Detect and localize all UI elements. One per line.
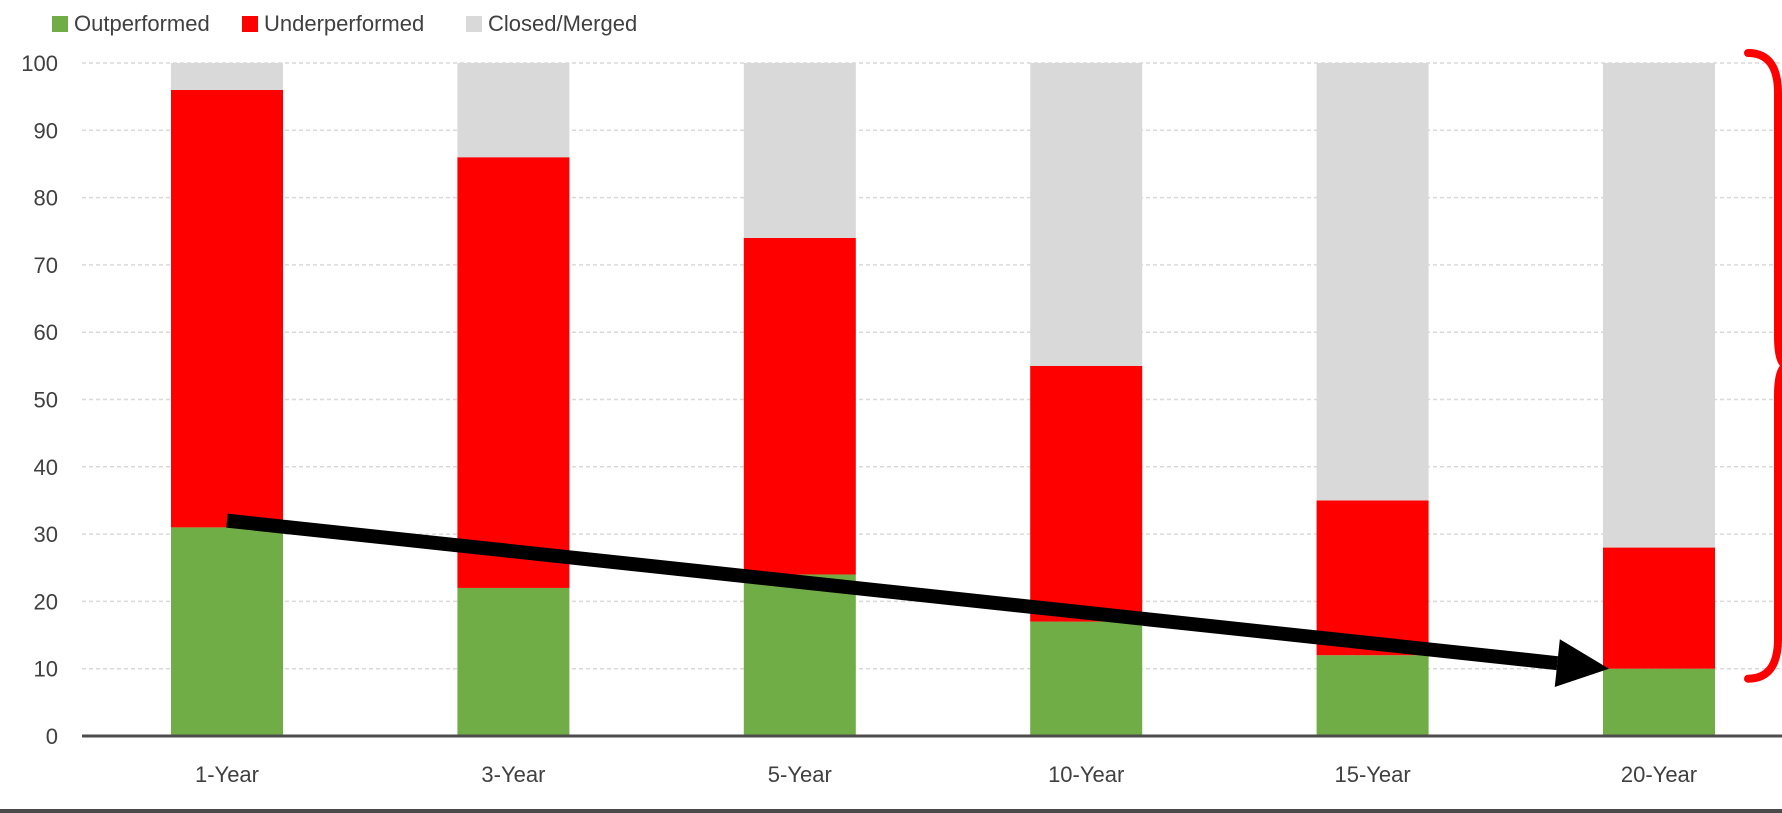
bar-0-4 <box>1316 655 1429 736</box>
y-tick-label-8: 80 <box>34 186 58 211</box>
bar-1-3 <box>1030 365 1143 622</box>
y-tick-label-2: 20 <box>34 589 58 614</box>
bar-2-4 <box>1316 63 1429 501</box>
bar-2-3 <box>1030 63 1143 366</box>
bar-0-2 <box>743 574 856 736</box>
annotations <box>226 49 1782 688</box>
bar-2-0 <box>171 63 283 90</box>
bar-1-5 <box>1603 547 1715 669</box>
bar-0-0 <box>171 527 283 736</box>
x-axis-labels: 1-Year 3-Year 5-Year 10-Year 15-Year 20-Year <box>195 762 1697 787</box>
bottom-border <box>0 809 1782 813</box>
y-tick-label-10: 100 <box>21 51 58 76</box>
y-tick-label-3: 30 <box>34 522 58 547</box>
legend-label-1: Underperformed <box>264 11 424 36</box>
bar-0-1 <box>457 587 570 736</box>
legend-label-0: Outperformed <box>74 11 210 36</box>
bar-2-5 <box>1603 63 1715 548</box>
bar-0-5 <box>1603 668 1715 736</box>
bar-1-1 <box>457 157 570 588</box>
chart-legend: Outperformed Underperformed Closed/Merged <box>52 11 637 36</box>
y-tick-label-5: 50 <box>34 388 58 413</box>
trend-arrow-shaft <box>226 513 1559 671</box>
y-tick-label-4: 40 <box>34 455 58 480</box>
x-label-3: 10-Year <box>1048 762 1124 787</box>
y-tick-label-0: 0 <box>46 724 58 749</box>
y-tick-label-6: 60 <box>34 320 58 345</box>
bars <box>171 63 1715 736</box>
bar-1-0 <box>171 89 283 528</box>
red-bracket <box>1744 49 1782 683</box>
x-label-1: 3-Year <box>481 762 545 787</box>
bar-1-4 <box>1316 500 1429 656</box>
trend-arrow-head <box>1554 639 1609 688</box>
bar-0-3 <box>1030 621 1143 736</box>
x-label-2: 5-Year <box>768 762 832 787</box>
legend-label-2: Closed/Merged <box>488 11 637 36</box>
bar-2-1 <box>457 63 570 158</box>
gridlines <box>82 62 1782 670</box>
x-label-0: 1-Year <box>195 762 259 787</box>
x-label-5: 20-Year <box>1621 762 1697 787</box>
legend-swatch-2 <box>466 16 482 32</box>
bar-2-2 <box>743 63 856 238</box>
y-tick-label-9: 90 <box>34 118 58 143</box>
y-axis-ticks: 0 10 20 30 40 50 60 70 80 90 100 <box>21 51 58 749</box>
legend-swatch-1 <box>242 16 258 32</box>
legend-swatch-0 <box>52 16 68 32</box>
bar-1-2 <box>743 237 856 575</box>
y-tick-label-1: 10 <box>34 657 58 682</box>
x-label-4: 15-Year <box>1334 762 1410 787</box>
y-tick-label-7: 70 <box>34 253 58 278</box>
